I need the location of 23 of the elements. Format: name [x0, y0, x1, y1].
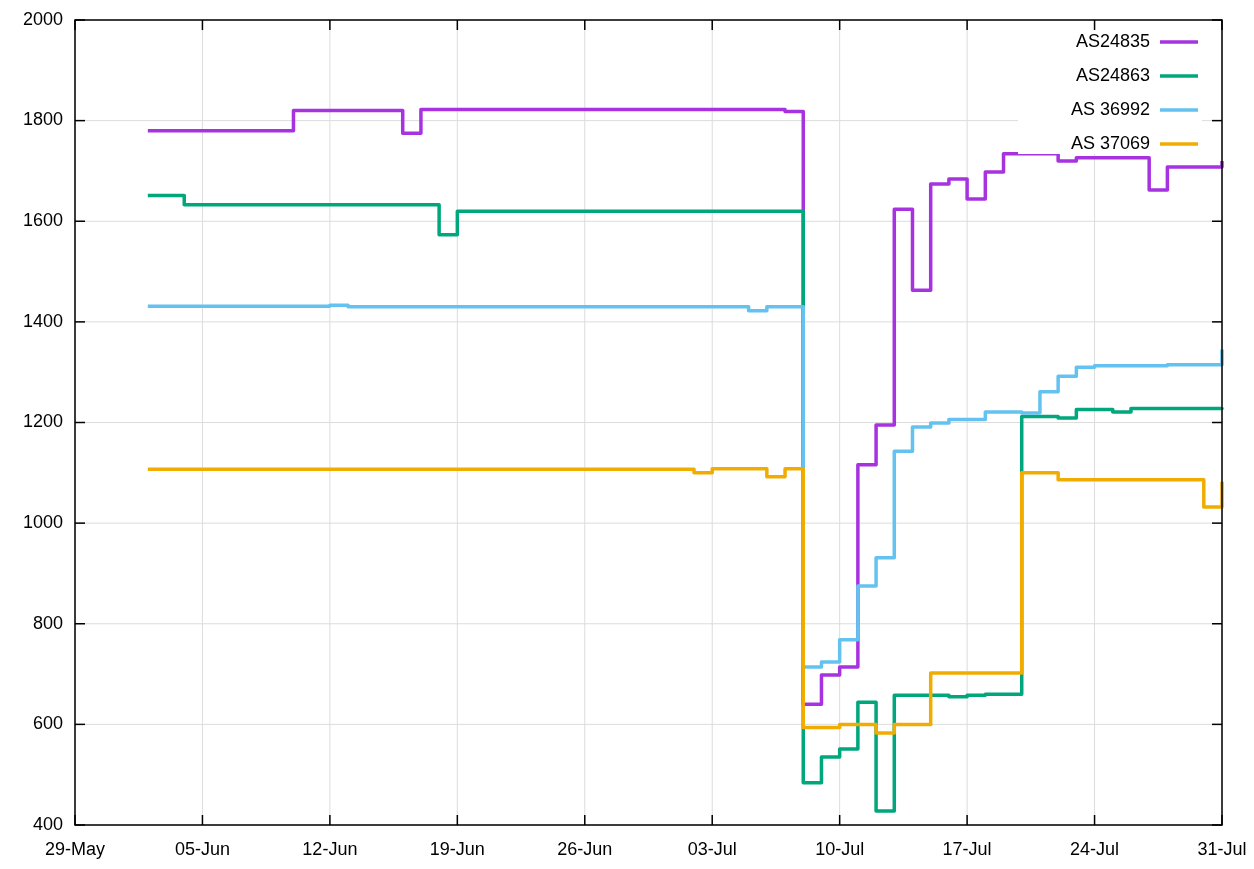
y-tick-label: 1000	[22, 511, 63, 532]
x-tick-label: 03-Jul	[687, 839, 737, 859]
legend-label: AS24863	[1075, 64, 1150, 85]
x-tick-label: 31-Jul	[1197, 839, 1247, 859]
x-tick-label: 26-Jun	[557, 839, 613, 859]
y-tick-label: 1400	[22, 310, 63, 331]
y-tick-label: 800	[32, 612, 63, 633]
y-tick-label: 1200	[22, 411, 63, 432]
y-tick-label: 600	[32, 713, 63, 734]
y-tick-label: 1800	[22, 109, 63, 130]
x-tick-label: 29-May	[44, 839, 106, 859]
y-tick-label: 400	[32, 813, 63, 834]
legend-label: AS 37069	[1070, 132, 1150, 153]
x-tick-label: 10-Jul	[815, 839, 865, 859]
legend-label: AS 36992	[1070, 98, 1150, 119]
x-tick-label: 05-Jun	[174, 839, 230, 859]
legend-label: AS24835	[1075, 30, 1150, 51]
x-tick-label: 24-Jul	[1070, 839, 1120, 859]
y-tick-label: 2000	[22, 8, 63, 29]
x-tick-label: 12-Jun	[302, 839, 358, 859]
x-tick-label: 19-Jun	[429, 839, 485, 859]
y-tick-label: 1600	[22, 210, 63, 230]
x-tick-label: 17-Jul	[942, 839, 992, 859]
